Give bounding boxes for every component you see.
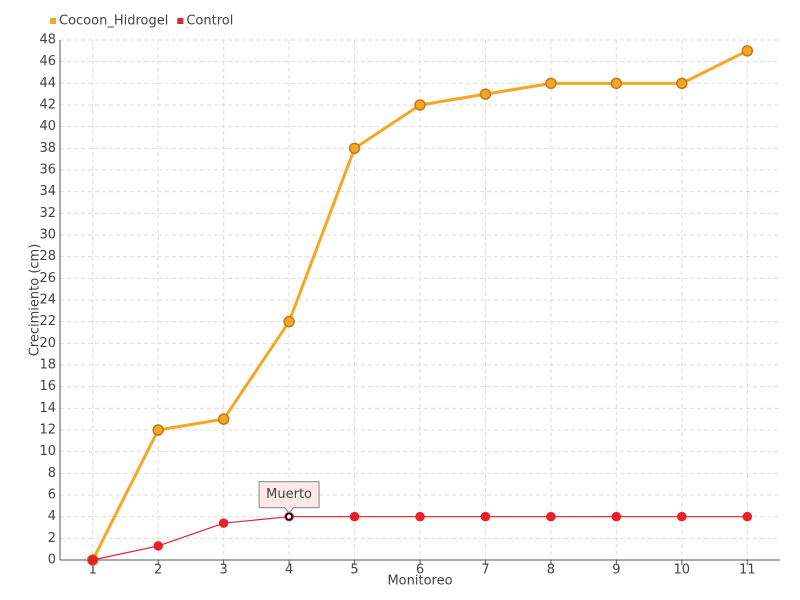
y-tick-label: 0 (48, 553, 56, 568)
y-tick-label: 10 (39, 444, 56, 459)
y-tick-label: 14 (39, 401, 56, 416)
y-tick-label: 40 (39, 119, 56, 134)
data-point (545, 77, 557, 90)
annotation-box (258, 481, 320, 509)
y-tick-label: 22 (39, 314, 56, 329)
data-point (677, 511, 687, 522)
x-tick-label: 8 (547, 563, 555, 578)
data-point (741, 45, 754, 57)
y-tick-label: 24 (39, 293, 56, 308)
annotation-text: Muerto (266, 487, 312, 502)
y-tick-label: 6 (48, 488, 56, 503)
data-point (479, 88, 492, 100)
highlight-point (285, 512, 293, 521)
x-tick-label: 7 (481, 563, 489, 578)
legend-label: Control (186, 14, 233, 29)
y-tick-label: 32 (39, 206, 56, 221)
y-tick-label: 20 (39, 336, 56, 351)
data-point (415, 511, 425, 522)
y-tick-label: 16 (39, 379, 56, 394)
y-tick-label: 44 (39, 76, 56, 91)
x-tick-label: 9 (612, 563, 620, 578)
data-point (283, 315, 295, 328)
y-tick-label: 18 (39, 358, 56, 373)
x-tick-label: 2 (154, 563, 162, 578)
y-tick-label: 38 (39, 141, 56, 156)
legend-swatch (50, 18, 56, 24)
y-tick-label: 26 (39, 271, 56, 286)
legend-label: Cocoon_Hidrogel (59, 14, 168, 29)
data-point (217, 413, 230, 425)
x-tick-label: 4 (285, 563, 293, 578)
data-point (676, 77, 688, 90)
y-tick-label: 42 (39, 98, 56, 113)
y-axis-title: Crecimiento (cm) (28, 244, 43, 357)
x-tick-label: 1 (89, 563, 97, 578)
x-tick-label: 11 (739, 563, 756, 578)
x-tick-label: 6 (416, 563, 424, 578)
data-point (546, 511, 556, 522)
data-point (87, 555, 98, 565)
data-point (610, 77, 623, 90)
data-point (152, 424, 164, 436)
y-tick-label: 8 (48, 466, 56, 481)
x-tick-label: 10 (674, 563, 691, 578)
data-point (414, 99, 426, 111)
data-point (218, 518, 229, 528)
y-tick-label: 2 (48, 531, 56, 546)
y-tick-label: 4 (48, 509, 56, 524)
y-tick-label: 12 (39, 423, 56, 438)
data-point (480, 511, 491, 522)
y-tick-label: 48 (39, 33, 56, 48)
x-axis-title: Monitoreo (387, 574, 452, 589)
data-point (742, 511, 753, 522)
data-point (153, 541, 163, 551)
legend-swatch (177, 18, 184, 24)
data-point (348, 142, 361, 155)
y-tick-label: 34 (39, 184, 56, 199)
y-tick-label: 36 (39, 163, 56, 178)
x-tick-label: 3 (219, 563, 227, 578)
y-tick-label: 28 (39, 249, 56, 264)
x-tick-label: 5 (350, 563, 358, 578)
data-point (349, 511, 360, 522)
y-tick-label: 46 (39, 54, 56, 69)
annotation: Muerto (258, 481, 320, 514)
data-point (611, 511, 622, 522)
y-tick-label: 30 (39, 228, 56, 243)
annotation-pointer (283, 506, 295, 514)
